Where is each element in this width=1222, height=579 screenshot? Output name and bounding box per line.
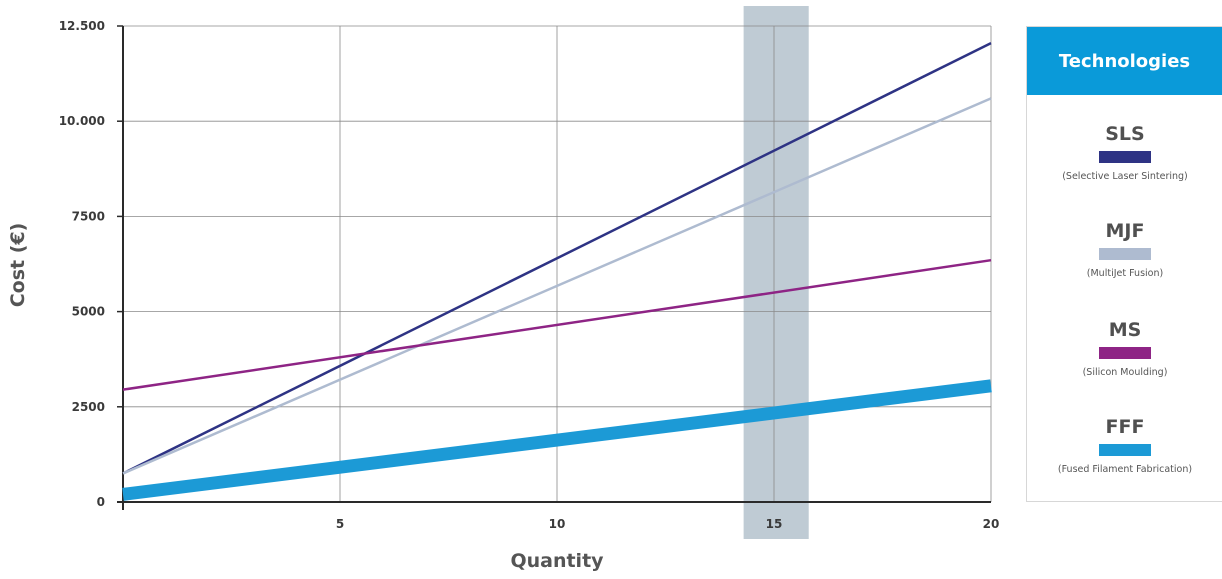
legend-entry-mjf: MJF (MultiJet Fusion) xyxy=(1027,220,1222,279)
legend-swatch xyxy=(1099,248,1151,260)
legend-description: (Selective Laser Sintering) xyxy=(1062,171,1188,182)
legend-entry-fff: FFF (Fused Filament Fabrication) xyxy=(1027,416,1222,475)
legend-label: MS xyxy=(1108,319,1142,341)
legend-label: MJF xyxy=(1105,220,1145,242)
y-tick-label: 2500 xyxy=(72,400,105,414)
y-tick-label: 5000 xyxy=(72,305,105,319)
series-line-ms xyxy=(122,258,992,391)
legend-description: (Fused Filament Fabrication) xyxy=(1057,464,1193,475)
legend-description: (Silicon Moulding) xyxy=(1082,367,1168,378)
legend-label: SLS xyxy=(1105,123,1145,145)
legend-title: Technologies xyxy=(1027,27,1222,95)
series-line-sls xyxy=(122,42,992,475)
legend-description: (MultiJet Fusion) xyxy=(1086,268,1164,279)
legend-entry-sls: SLS (Selective Laser Sintering) xyxy=(1027,123,1222,182)
chart: 0 2500 5000 7500 10.000 12.500 5 10 15 20 Quantit… xyxy=(7,6,1000,572)
legend-swatch xyxy=(1099,151,1151,163)
highlight-band xyxy=(743,6,809,539)
legend-swatch xyxy=(1099,444,1151,456)
x-axis-title: Quantity xyxy=(510,550,604,572)
series-line-mjf xyxy=(122,97,992,475)
x-tick-label: 20 xyxy=(983,517,1000,531)
legend: Technologies SLS (Selective Laser Sinter… xyxy=(1026,26,1222,502)
y-tick-label: 10.000 xyxy=(59,114,105,128)
series-line-fff xyxy=(122,379,992,501)
y-tick-label: 12.500 xyxy=(59,19,105,33)
y-tick-label: 7500 xyxy=(72,209,105,223)
x-tick-label: 5 xyxy=(336,517,344,531)
legend-label: FFF xyxy=(1105,416,1145,438)
legend-swatch xyxy=(1099,347,1151,359)
x-tick-label: 15 xyxy=(766,517,783,531)
y-tick-label: 0 xyxy=(97,495,105,509)
y-axis-title: Cost (€) xyxy=(7,223,29,308)
legend-entry-ms: MS (Silicon Moulding) xyxy=(1027,319,1222,378)
x-tick-label: 10 xyxy=(549,517,566,531)
